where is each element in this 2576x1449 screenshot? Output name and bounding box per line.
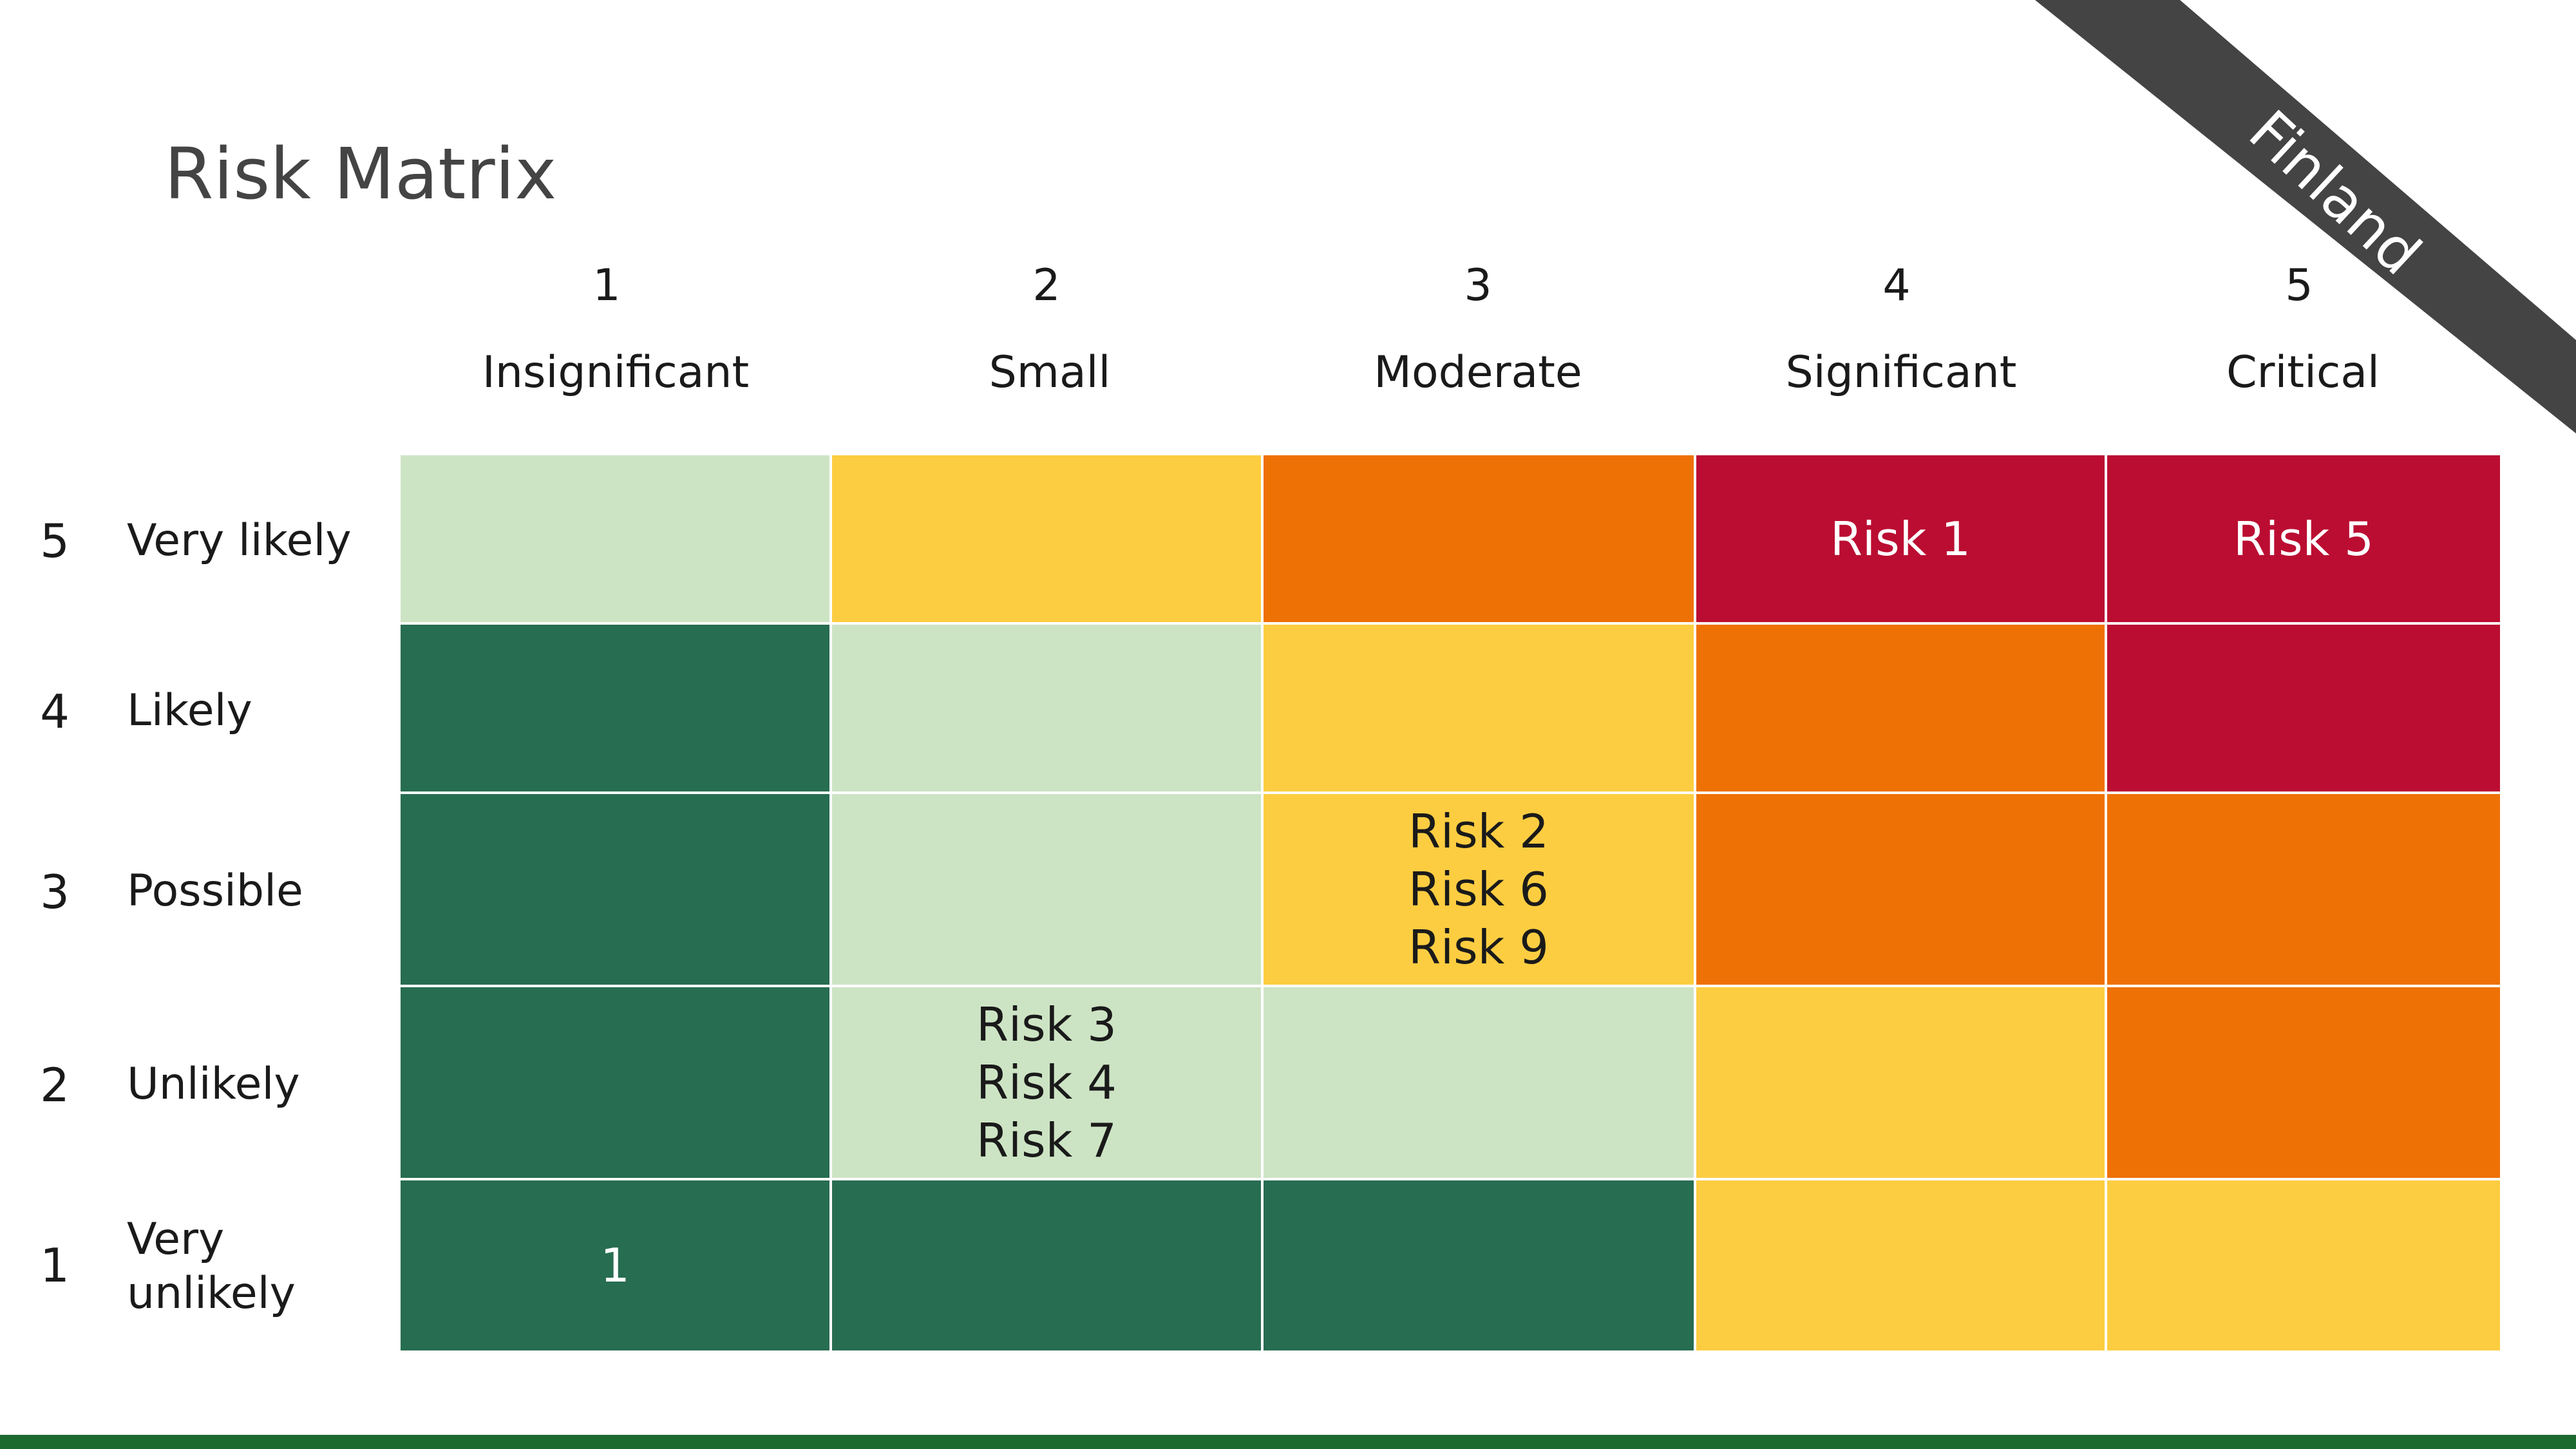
matrix-cell-4-2 xyxy=(832,625,1264,794)
likelihood-label-4: Likely xyxy=(127,685,252,736)
matrix-cell-1-2 xyxy=(832,1180,1264,1350)
risk-entry: Risk 5 xyxy=(2233,511,2374,566)
risk-entry: Risk 3 xyxy=(976,998,1117,1052)
matrix-cell-5-5: Risk 5 xyxy=(2107,455,2500,625)
impact-number-5: 5 xyxy=(2285,260,2313,311)
likelihood-label-2: Unlikely xyxy=(127,1059,300,1110)
matrix-cell-5-3 xyxy=(1264,455,1696,625)
risk-entry: Risk 1 xyxy=(1830,511,1971,566)
impact-label-4: Significant xyxy=(1785,347,2017,398)
matrix-cell-5-1 xyxy=(401,455,832,625)
impact-label-1: Insignificant xyxy=(482,347,750,398)
matrix-cell-2-5 xyxy=(2107,987,2500,1180)
risk-entry: Risk 2 xyxy=(1408,804,1549,858)
impact-number-4: 4 xyxy=(1882,260,1911,311)
matrix-cell-4-1 xyxy=(401,625,832,794)
likelihood-label-3: Possible xyxy=(127,866,303,916)
matrix-cell-4-3 xyxy=(1264,625,1696,794)
page-title: Risk Matrix xyxy=(164,133,557,215)
impact-number-2: 2 xyxy=(1032,260,1061,311)
likelihood-number-3: 3 xyxy=(40,865,70,919)
impact-label-5: Critical xyxy=(2226,347,2380,398)
matrix-cell-2-2: Risk 3 Risk 4 Risk 7 xyxy=(832,987,1264,1180)
risk-entry: Risk 9 xyxy=(1408,920,1549,974)
risk-entry: Risk 4 xyxy=(976,1056,1117,1110)
matrix-cell-3-4 xyxy=(1696,794,2107,987)
matrix-cell-5-2 xyxy=(832,455,1264,625)
matrix-cell-3-3: Risk 2 Risk 6 Risk 9 xyxy=(1264,794,1696,987)
matrix-cell-4-5 xyxy=(2107,625,2500,794)
matrix-cell-1-1: 1 xyxy=(401,1180,832,1350)
risk-entry: Risk 6 xyxy=(1408,862,1549,916)
matrix-cell-2-1 xyxy=(401,987,832,1180)
likelihood-label-5: Very likely xyxy=(127,515,352,566)
impact-label-2: Small xyxy=(989,347,1111,398)
risk-entry: 1 xyxy=(600,1238,630,1293)
risk-matrix-grid: Risk 1 Risk 5 Risk 2 Risk 6 Risk 9 Risk 3 Risk… xyxy=(401,455,2500,1350)
likelihood-number-2: 2 xyxy=(40,1058,70,1112)
risk-entry: Risk 7 xyxy=(976,1113,1117,1168)
likelihood-number-5: 5 xyxy=(40,514,70,568)
matrix-cell-5-4: Risk 1 xyxy=(1696,455,2107,625)
matrix-cell-3-2 xyxy=(832,794,1264,987)
matrix-cell-1-3 xyxy=(1264,1180,1696,1350)
likelihood-number-1: 1 xyxy=(40,1238,70,1293)
impact-number-1: 1 xyxy=(592,260,621,311)
likelihood-number-4: 4 xyxy=(40,685,70,739)
matrix-cell-1-5 xyxy=(2107,1180,2500,1350)
matrix-cell-1-4 xyxy=(1696,1180,2107,1350)
impact-label-3: Moderate xyxy=(1374,347,1582,398)
impact-number-3: 3 xyxy=(1464,260,1492,311)
matrix-cell-2-4 xyxy=(1696,987,2107,1180)
likelihood-label-1: Very unlikely xyxy=(127,1214,296,1319)
footer-bar xyxy=(0,1435,2576,1449)
matrix-cell-3-1 xyxy=(401,794,832,987)
matrix-cell-4-4 xyxy=(1696,625,2107,794)
matrix-cell-3-5 xyxy=(2107,794,2500,987)
matrix-cell-2-3 xyxy=(1264,987,1696,1180)
